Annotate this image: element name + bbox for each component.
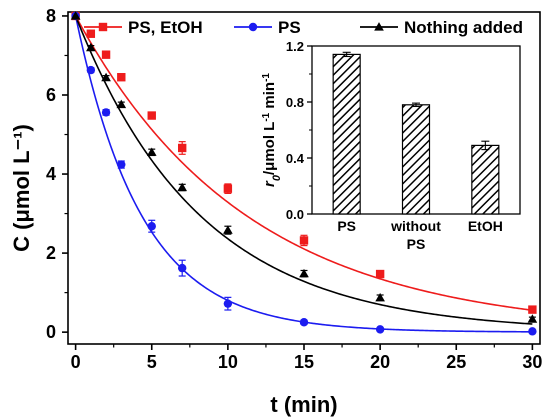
data-point — [116, 99, 127, 109]
data-point — [70, 11, 81, 20]
inset-category-label: EtOH — [468, 218, 503, 234]
data-point — [86, 29, 96, 38]
data-point — [375, 325, 385, 334]
inset-bar-chart: 0.0 0.4 0.8 1.2 PS without PS EtOH r0/μmol L-1 m… — [261, 39, 521, 252]
data-point — [177, 143, 187, 153]
data-point — [223, 184, 233, 193]
y-tick-label: 0 — [46, 322, 56, 342]
legend-item: Nothing added — [360, 18, 523, 37]
data-point — [527, 314, 538, 323]
data-point — [147, 111, 156, 120]
inset-bar — [401, 104, 431, 215]
legend: PS, EtOH PS Nothing added — [84, 18, 523, 37]
data-point — [375, 292, 385, 302]
main-plot-axes — [67, 11, 541, 345]
inset-y-axis-title: r0/μmol L-1 min-1 — [261, 73, 284, 187]
data-point — [299, 318, 309, 327]
inset-y-tick-label: 1.2 — [286, 39, 304, 54]
legend-marker — [248, 22, 258, 32]
data-point — [86, 42, 96, 52]
data-point — [375, 269, 385, 279]
fit-curve-line — [74, 15, 533, 312]
data-point — [177, 182, 188, 192]
inset-category-label: PS — [407, 236, 426, 252]
data-point — [223, 225, 233, 234]
data-point — [101, 72, 111, 82]
x-tick-label: 15 — [294, 352, 314, 372]
x-axis-ticks: 0 5 10 15 20 25 30 — [71, 344, 542, 372]
data-point — [528, 305, 537, 314]
fit-curve-line — [74, 15, 533, 333]
x-tick-label: 25 — [446, 352, 466, 372]
data-point — [147, 222, 156, 231]
legend-marker — [98, 22, 108, 32]
data-point — [117, 160, 126, 169]
x-axis-title: t (min) — [270, 392, 337, 417]
legend-label: Nothing added — [404, 18, 523, 37]
data-point — [101, 108, 111, 117]
y-tick-label: 2 — [46, 243, 56, 263]
inset-category-label: PS — [337, 218, 356, 234]
x-tick-label: 20 — [370, 352, 390, 372]
x-tick-label: 10 — [218, 352, 238, 372]
x-tick-label: 0 — [71, 352, 81, 372]
inset-y-tick-label: 0.8 — [286, 95, 304, 110]
inset-category-label: without — [390, 218, 441, 234]
legend-label: PS — [278, 18, 301, 37]
data-point — [528, 327, 537, 336]
inset-bar — [332, 53, 361, 215]
inset-bar — [471, 144, 500, 215]
y-axis-ticks: 0 2 4 6 8 — [46, 6, 68, 342]
legend-marker — [374, 22, 384, 31]
y-tick-label: 4 — [46, 164, 56, 184]
y-tick-label: 6 — [46, 85, 56, 105]
plot-frame — [67, 11, 541, 345]
data-point — [146, 147, 157, 156]
fit-curves — [74, 15, 533, 333]
data-point — [299, 268, 309, 278]
inset-y-tick-label: 0.0 — [286, 207, 304, 222]
data-point — [299, 236, 309, 245]
data-point — [86, 65, 96, 75]
x-tick-label: 5 — [147, 352, 157, 372]
legend-item: PS — [234, 18, 301, 37]
data-point — [101, 50, 111, 59]
y-tick-label: 8 — [46, 6, 56, 26]
fit-curve-line — [74, 15, 533, 325]
data-point — [117, 73, 126, 82]
y-axis-title: C (μmol L⁻¹) — [9, 124, 34, 252]
data-point — [177, 263, 187, 273]
data-markers — [70, 11, 538, 336]
legend-label: PS, EtOH — [128, 18, 203, 37]
x-tick-label: 30 — [522, 352, 542, 372]
data-point — [223, 299, 233, 308]
inset-y-tick-label: 0.4 — [286, 151, 305, 166]
legend-item: PS, EtOH — [84, 18, 203, 37]
